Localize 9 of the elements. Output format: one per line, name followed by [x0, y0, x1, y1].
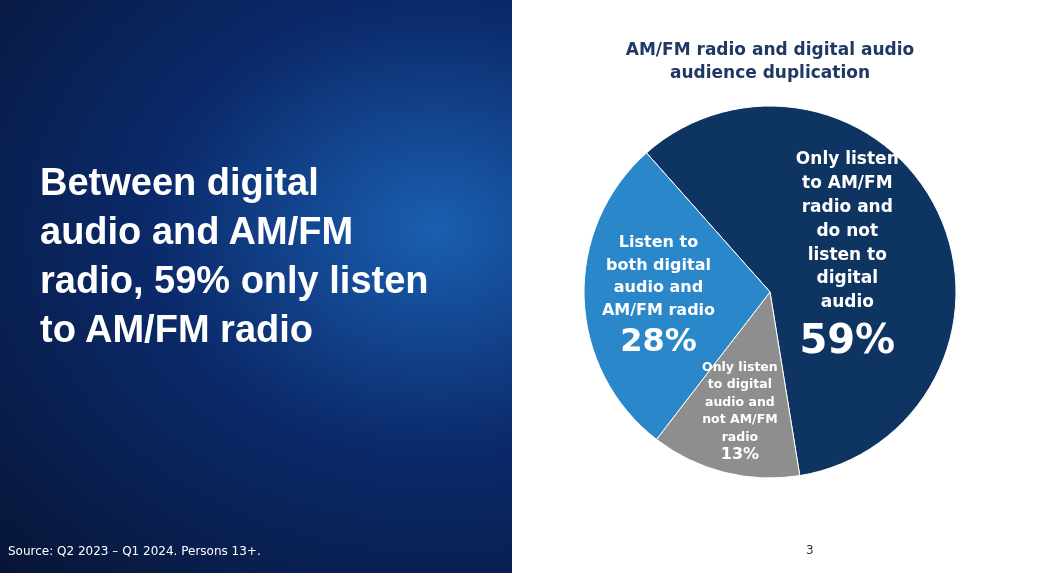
- source-note: Source: Q2 2023 – Q1 2024. Persons 13+.: [8, 544, 261, 558]
- text: Between digital audio and AM/FM radio, 59% only listen to AM/FM radio: [40, 160, 430, 352]
- text: 3: [806, 543, 814, 557]
- data-label: 13%: [720, 444, 760, 464]
- data-label: 28%: [620, 321, 697, 360]
- data-label: 59%: [799, 316, 896, 363]
- slice-label: Only listen to AM/FM radio and do not listen to digital audio: [795, 148, 899, 312]
- slice-label: Listen to both digital audio and AM/FM radio: [601, 232, 716, 319]
- chart-title: AM/FM radio and digital audio audience duplication: [625, 39, 915, 82]
